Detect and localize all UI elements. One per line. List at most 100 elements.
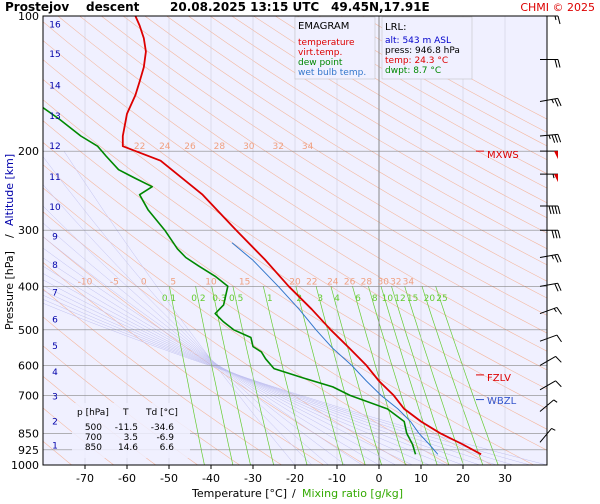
theta-label: 32 bbox=[272, 142, 283, 152]
temperature-tick-label: -70 bbox=[76, 472, 94, 485]
wind-barb-half bbox=[553, 174, 554, 178]
lrl-title: LRL: bbox=[385, 22, 406, 33]
marker-mxws: MXWS bbox=[487, 150, 519, 161]
temperature-tick-label: -10 bbox=[328, 472, 346, 485]
wind-barb-half bbox=[549, 135, 550, 139]
theta-label: 24 bbox=[159, 142, 171, 152]
levels-header-p: p [hPa] bbox=[77, 408, 109, 418]
wind-barb-full bbox=[557, 307, 562, 314]
pressure-tick-label: 100 bbox=[18, 10, 39, 23]
wind-barb-full bbox=[552, 230, 554, 238]
theta-label: 28 bbox=[214, 142, 226, 152]
legend-title: EMAGRAM bbox=[298, 21, 349, 32]
x-axis-label: Temperature [°C] bbox=[191, 487, 287, 500]
theta-label: 34 bbox=[302, 142, 314, 152]
levels-row-850-td: 6.6 bbox=[160, 443, 175, 453]
levels-row-850-t: 14.6 bbox=[118, 443, 138, 453]
levels-row-500-td: -34.6 bbox=[151, 423, 175, 433]
station-coords: 49.45N,17.91E bbox=[331, 0, 430, 14]
pressure-tick-label: 200 bbox=[18, 145, 39, 158]
altitude-km-label: 5 bbox=[52, 342, 58, 352]
lrl-press: press: 946.8 hPa bbox=[385, 46, 460, 56]
temperature-tick-label: -60 bbox=[118, 472, 136, 485]
marker-wbzl: WBZL bbox=[487, 396, 517, 407]
levels-row-500-t: -11.5 bbox=[115, 423, 138, 433]
wind-barb-full bbox=[558, 254, 561, 262]
theta-label: 32 bbox=[390, 277, 401, 287]
legend-item-wet-bulb: wet bulb temp. bbox=[298, 68, 366, 78]
mixing-ratio-label: 6 bbox=[355, 294, 361, 304]
theta-label: 34 bbox=[403, 277, 415, 287]
wind-barb-full bbox=[555, 255, 558, 263]
wind-barb-full bbox=[557, 335, 562, 342]
wind-barb-half bbox=[554, 308, 556, 311]
wind-barb-full bbox=[558, 60, 560, 68]
levels-row-500-p: 500 bbox=[85, 423, 102, 433]
levels-row-700-p: 700 bbox=[85, 433, 102, 443]
mixing-ratio-label: 1 bbox=[267, 294, 273, 304]
mixing-ratio-label: 10 bbox=[382, 294, 394, 304]
wind-barb-full bbox=[555, 230, 557, 238]
theta-label: -10 bbox=[78, 277, 93, 287]
legend-item-temperature: temperature bbox=[298, 38, 355, 48]
levels-table: p [hPa] T Td [°C] 500 -11.5 -34.6 700 3.… bbox=[72, 403, 190, 458]
pressure-tick-label: 1000 bbox=[11, 459, 39, 472]
chart-header: Prostejov descent 20.08.2025 13:15 UTC 4… bbox=[5, 0, 595, 14]
mixing-ratio-label: 0.5 bbox=[229, 294, 243, 304]
wind-barb-full bbox=[556, 381, 562, 387]
wind-barb-full bbox=[558, 16, 560, 24]
altitude-km-label: 8 bbox=[52, 261, 58, 271]
altitude-km-label: 11 bbox=[49, 173, 60, 183]
credit-text: CHMI © 2025 bbox=[520, 1, 595, 14]
wind-barb-half bbox=[555, 16, 556, 20]
x-axis-label-mixing: Mixing ratio [g/kg] bbox=[302, 487, 403, 500]
wind-barb-pennant bbox=[554, 174, 558, 182]
legend: EMAGRAM temperature virt.temp. dew point… bbox=[295, 17, 375, 79]
altitude-km-label: 14 bbox=[49, 81, 61, 91]
wind-barb-full bbox=[555, 60, 557, 68]
pressure-tick-label: 400 bbox=[18, 280, 39, 293]
theta-label: 10 bbox=[205, 277, 217, 287]
temperature-tick-label: -20 bbox=[286, 472, 304, 485]
theta-label: -5 bbox=[110, 277, 119, 287]
theta-label: 5 bbox=[170, 277, 176, 287]
theta-label: 0 bbox=[141, 277, 147, 287]
sounding-datetime: 20.08.2025 13:15 UTC bbox=[170, 0, 319, 14]
wind-barb-full bbox=[558, 230, 560, 238]
y-axis-title: Pressure [hPa] / Altitude [km] bbox=[3, 154, 16, 330]
lrl-alt: alt: 543 m ASL bbox=[385, 36, 451, 46]
lrl-box: LRL: alt: 543 m ASL press: 946.8 hPa tem… bbox=[382, 17, 472, 79]
theta-label: 22 bbox=[306, 277, 317, 287]
temperature-tick-label: -50 bbox=[160, 472, 178, 485]
y-axis-label: Pressure [hPa] bbox=[3, 251, 16, 330]
wind-barb-full bbox=[558, 134, 561, 142]
legend-item-dew-point: dew point bbox=[298, 58, 343, 68]
wind-barb-full bbox=[552, 135, 555, 143]
wind-barb-half bbox=[552, 99, 554, 103]
levels-row-850-p: 850 bbox=[85, 443, 102, 453]
mixing-ratio-label: 0.1 bbox=[162, 294, 176, 304]
levels-header-td: Td [°C] bbox=[145, 408, 178, 418]
altitude-km-label: 1 bbox=[52, 441, 58, 451]
wind-barb-half bbox=[552, 255, 554, 259]
temperature-tick-label: 20 bbox=[456, 472, 470, 485]
levels-row-700-td: -6.9 bbox=[156, 433, 174, 443]
theta-label: 30 bbox=[377, 277, 389, 287]
mixing-ratio-label: 12 bbox=[394, 294, 405, 304]
lrl-temp: temp: 24.3 °C bbox=[385, 56, 448, 66]
altitude-km-label: 4 bbox=[52, 368, 58, 378]
y-axis-label-separator: / bbox=[3, 234, 16, 238]
wind-barb-full bbox=[549, 206, 551, 214]
wind-barb-half bbox=[554, 400, 557, 402]
marker-fzlv: FZLV bbox=[487, 373, 511, 384]
altitude-km-label: 15 bbox=[49, 50, 60, 60]
altitude-km-label: 7 bbox=[52, 289, 58, 299]
theta-label: 28 bbox=[361, 277, 373, 287]
pressure-tick-label: 600 bbox=[18, 359, 39, 372]
x-axis-label-separator: / bbox=[292, 487, 296, 500]
legend-item-virt-temp: virt.temp. bbox=[298, 48, 342, 58]
wind-barb-full bbox=[555, 99, 558, 107]
pressure-tick-label: 300 bbox=[18, 224, 39, 237]
theta-label: 24 bbox=[327, 277, 339, 287]
